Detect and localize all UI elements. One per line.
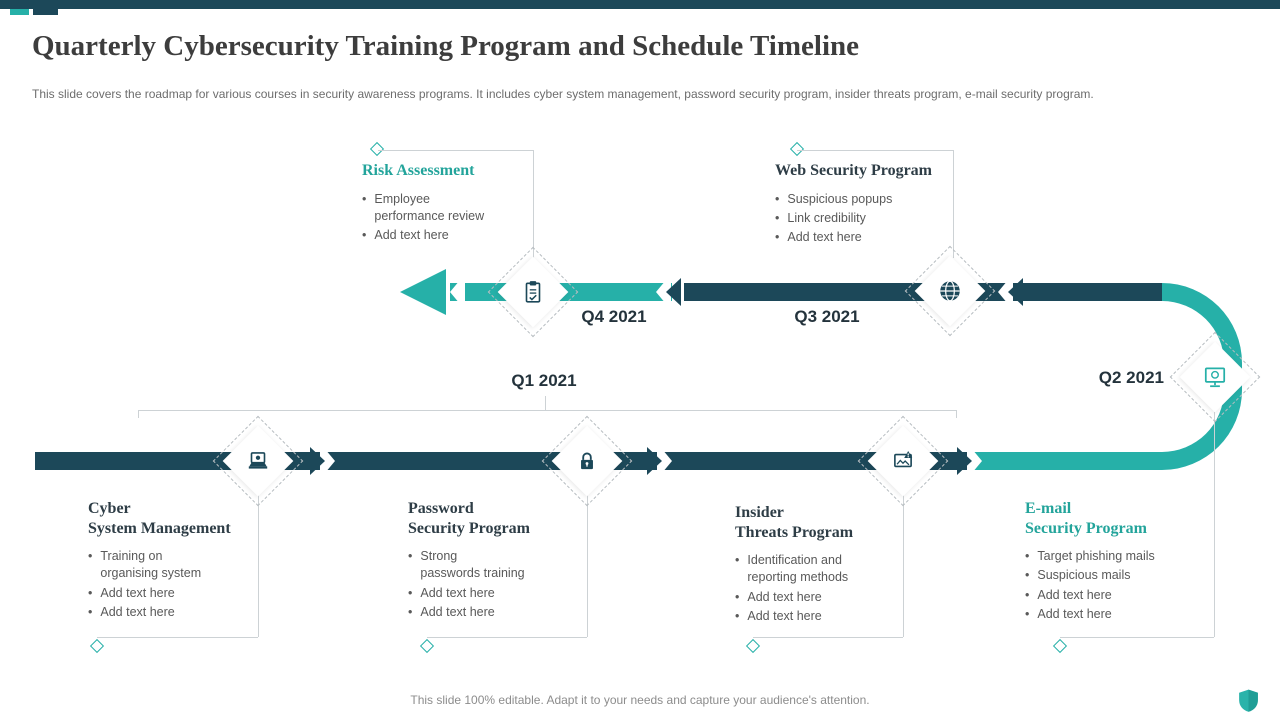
bullet-list: Training on organising system Add text h… <box>88 548 258 621</box>
callout-title: E-mail Security Program <box>1025 500 1147 537</box>
callout-title: Risk Assessment <box>362 162 475 179</box>
q1-bracket-end <box>138 410 139 418</box>
list-item: Add text here <box>362 227 517 244</box>
callout-marker-diamond <box>89 638 105 654</box>
timeline-bar-bottom-teal <box>972 452 1162 470</box>
list-item: Suspicious popups <box>775 191 955 208</box>
chevron-gap <box>450 274 465 310</box>
list-item: Add text here <box>408 585 578 602</box>
list-item: Add text here <box>735 589 905 606</box>
clipboard-check-icon <box>525 281 541 303</box>
chevron-left-icon <box>666 278 681 306</box>
accent-square-teal <box>10 9 29 15</box>
list-item: Add text here <box>408 604 578 621</box>
list-item: Add text here <box>88 585 258 602</box>
q1-bracket-end <box>956 410 957 418</box>
shield-icon <box>1239 689 1258 712</box>
bullet-list: Suspicious popups Link credibility Add t… <box>775 191 955 247</box>
callout-risk-assessment: Risk Assessment Employee performance rev… <box>362 161 517 244</box>
page-title: Quarterly Cybersecurity Training Program… <box>32 30 860 62</box>
quarter-label-q4: Q4 2021 <box>581 307 647 326</box>
list-item: Add text here <box>88 604 258 621</box>
accent-square-dark <box>33 9 58 15</box>
callout-connector <box>1214 412 1215 637</box>
milestone-insider-threats <box>857 415 949 507</box>
list-item: Add text here <box>1025 606 1210 623</box>
callout-password-security: Password Security Program Strong passwor… <box>408 499 578 621</box>
callout-web-security: Web Security Program Suspicious popups L… <box>775 161 955 246</box>
callout-marker-diamond <box>369 141 385 157</box>
chevron-right-icon <box>957 447 972 475</box>
bullet-list: Target phishing mails Suspicious mails A… <box>1025 548 1210 623</box>
page-subtitle: This slide covers the roadmap for variou… <box>32 87 1094 101</box>
milestone-password-security <box>541 415 633 507</box>
monitor-security-icon <box>1204 367 1226 388</box>
callout-marker-diamond <box>1052 638 1068 654</box>
laptop-security-icon <box>248 452 268 469</box>
list-item: Employee performance review <box>362 191 517 226</box>
callout-marker-diamond <box>419 638 435 654</box>
list-item: Link credibility <box>775 210 955 227</box>
padlock-icon <box>581 452 593 470</box>
list-item: Strong passwords training <box>408 548 578 583</box>
callout-title: Password Security Program <box>408 500 530 537</box>
callout-connector <box>378 150 533 151</box>
callout-insider-threats: Insider Threats Program Identification a… <box>735 503 905 625</box>
bullet-list: Employee performance review Add text her… <box>362 191 517 245</box>
callout-connector <box>1060 637 1214 638</box>
callout-connector <box>97 637 258 638</box>
laptop-warning-icon <box>894 451 913 468</box>
timeline-end-arrow <box>400 269 446 315</box>
timeline-bar-bottom-dark <box>35 452 968 470</box>
list-item: Identification and reporting methods <box>735 552 905 587</box>
chevron-right-icon <box>310 447 325 475</box>
callout-title: Cyber System Management <box>88 500 231 537</box>
q1-span-bracket <box>138 410 957 411</box>
quarter-label-q1: Q1 2021 <box>511 371 577 390</box>
callout-cyber-system: Cyber System Management Training on orga… <box>88 499 258 621</box>
chevron-right-icon <box>647 447 662 475</box>
list-item: Suspicious mails <box>1025 567 1210 584</box>
callout-marker-diamond <box>789 141 805 157</box>
callout-connector <box>427 637 587 638</box>
milestone-cyber-system <box>212 415 304 507</box>
bullet-list: Identification and reporting methods Add… <box>735 552 905 625</box>
chevron-left-icon <box>1008 278 1023 306</box>
top-accent-bar <box>0 0 1280 9</box>
milestone-q2 <box>1169 331 1261 423</box>
list-item: Add text here <box>775 229 955 246</box>
quarter-label-q3: Q3 2021 <box>794 307 860 326</box>
callout-marker-diamond <box>745 638 761 654</box>
callout-connector <box>753 637 903 638</box>
list-item: Add text here <box>1025 587 1210 604</box>
callout-title: Insider Threats Program <box>735 504 854 541</box>
q1-bracket-tick <box>545 396 546 410</box>
footer-note: This slide 100% editable. Adapt it to yo… <box>410 693 870 707</box>
milestone-risk-assessment <box>487 246 579 338</box>
callout-connector <box>797 150 953 151</box>
callout-connector <box>533 150 534 260</box>
callout-title: Web Security Program <box>775 162 933 179</box>
list-item: Add text here <box>735 608 905 625</box>
milestone-web-security <box>904 245 996 337</box>
bullet-list: Strong passwords training Add text here … <box>408 548 578 621</box>
list-item: Target phishing mails <box>1025 548 1210 565</box>
callout-email-security: E-mail Security Program Target phishing … <box>1025 499 1210 623</box>
callout-connector <box>587 494 588 637</box>
quarter-label-q2: Q2 2021 <box>1098 368 1164 387</box>
list-item: Training on organising system <box>88 548 258 583</box>
callout-connector <box>258 494 259 637</box>
globe-icon <box>940 280 960 302</box>
